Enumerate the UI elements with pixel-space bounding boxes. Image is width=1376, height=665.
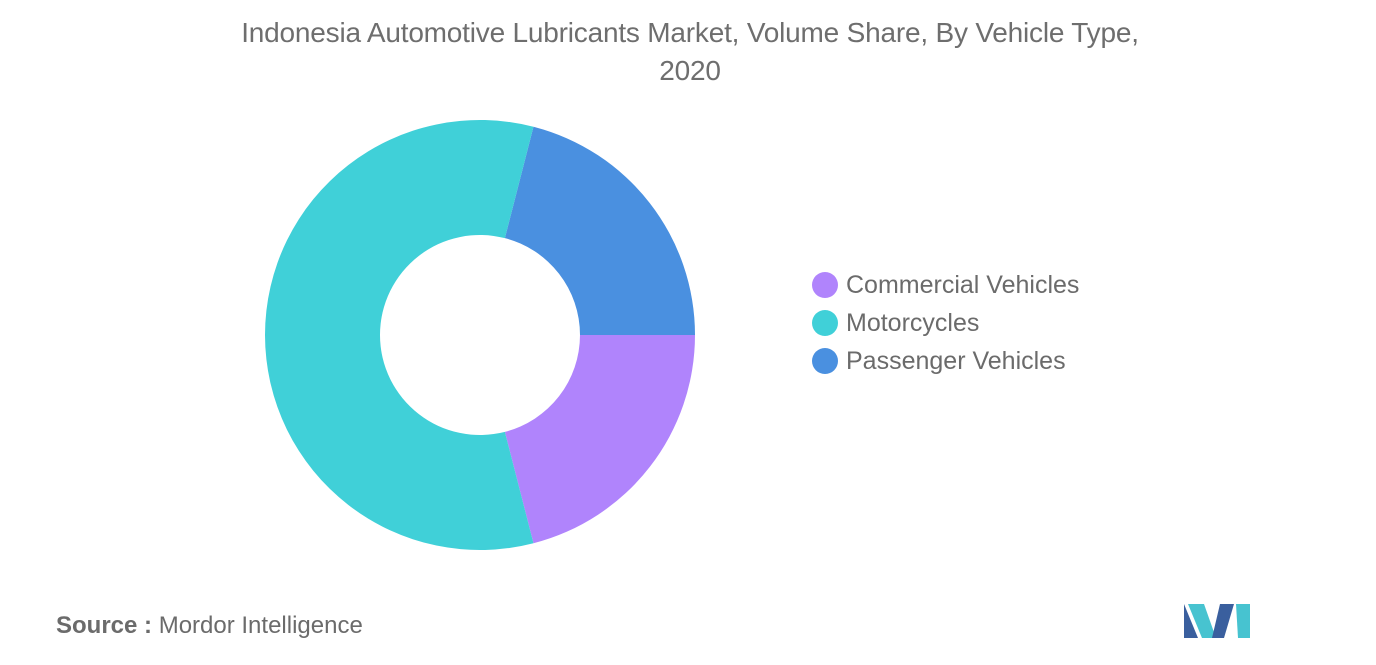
legend-label-commercial-vehicles: Commercial Vehicles	[846, 271, 1080, 299]
logo-shape-right	[1236, 604, 1250, 638]
source-value: Mordor Intelligence	[158, 612, 363, 639]
source-key: Source :	[56, 612, 153, 639]
donut-slice-motorcycles	[264, 120, 534, 550]
logo-shape-mid-right	[1212, 604, 1234, 638]
logo-shape-mid-left	[1188, 604, 1216, 638]
logo-shape-left	[1184, 604, 1198, 638]
legend-swatch-motorcycles	[812, 310, 838, 336]
legend-item-passenger-vehicles: Passenger Vehicles	[812, 342, 1079, 380]
donut-slice-passenger-vehicles	[504, 126, 695, 335]
legend-swatch-commercial-vehicles	[812, 272, 838, 298]
donut-chart	[264, 120, 695, 550]
legend-item-motorcycles: Motorcycles	[812, 304, 1079, 342]
chart-title-line-1: Indonesia Automotive Lubricants Market, …	[241, 17, 1139, 48]
legend-label-motorcycles: Motorcycles	[846, 309, 980, 337]
chart-legend: Commercial Vehicles Motorcycles Passenge…	[812, 266, 1079, 380]
donut-slice-commercial-vehicles	[504, 335, 695, 544]
legend-swatch-passenger-vehicles	[812, 348, 838, 374]
legend-label-passenger-vehicles: Passenger Vehicles	[846, 347, 1066, 375]
mordor-intelligence-logo-icon	[1184, 604, 1250, 638]
chart-title-line-2: 2020	[659, 55, 721, 86]
legend-item-commercial-vehicles: Commercial Vehicles	[812, 266, 1079, 304]
source-note: Source : Mordor Intelligence	[56, 612, 363, 640]
chart-title: Indonesia Automotive Lubricants Market, …	[90, 14, 1290, 90]
